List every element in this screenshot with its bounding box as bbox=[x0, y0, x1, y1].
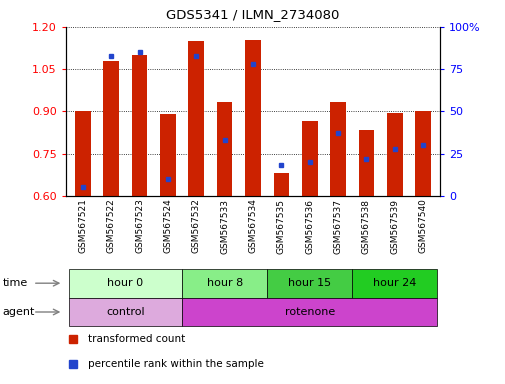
Bar bbox=[69, 298, 182, 326]
Text: time: time bbox=[3, 278, 28, 288]
Text: GDS5341 / ILMN_2734080: GDS5341 / ILMN_2734080 bbox=[166, 8, 339, 21]
Text: control: control bbox=[106, 307, 144, 317]
Text: hour 24: hour 24 bbox=[372, 278, 416, 288]
Bar bbox=[182, 298, 436, 326]
Bar bbox=[217, 101, 232, 196]
Bar bbox=[103, 61, 119, 196]
Bar bbox=[267, 269, 351, 298]
Bar bbox=[358, 130, 374, 196]
Bar bbox=[245, 40, 260, 196]
Bar bbox=[351, 269, 436, 298]
Bar bbox=[415, 111, 430, 196]
Text: agent: agent bbox=[3, 307, 35, 317]
Text: hour 15: hour 15 bbox=[288, 278, 331, 288]
Bar bbox=[182, 269, 267, 298]
Bar bbox=[131, 55, 147, 196]
Bar bbox=[75, 111, 90, 196]
Text: rotenone: rotenone bbox=[284, 307, 334, 317]
Text: transformed count: transformed count bbox=[88, 334, 185, 344]
Bar bbox=[301, 121, 317, 196]
Bar bbox=[188, 41, 204, 196]
Bar bbox=[160, 114, 175, 196]
Bar bbox=[330, 101, 345, 196]
Bar bbox=[386, 113, 402, 196]
Bar bbox=[69, 269, 182, 298]
Bar bbox=[273, 173, 288, 196]
Text: percentile rank within the sample: percentile rank within the sample bbox=[88, 359, 264, 369]
Text: hour 8: hour 8 bbox=[206, 278, 242, 288]
Text: hour 0: hour 0 bbox=[107, 278, 143, 288]
